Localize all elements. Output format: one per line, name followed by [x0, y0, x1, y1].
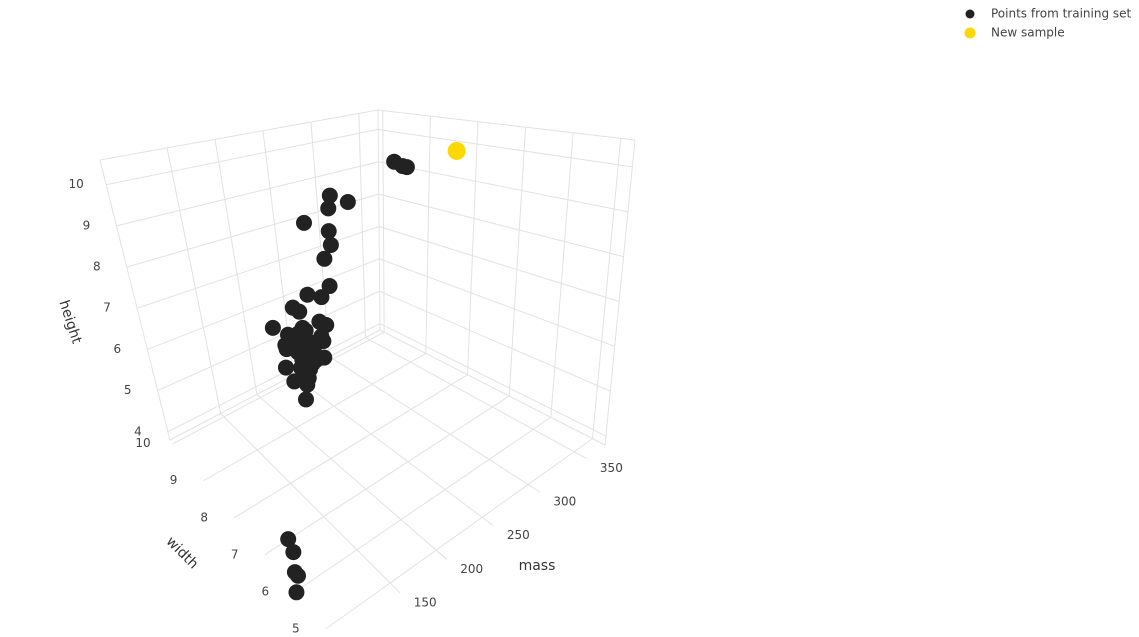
data-point: [288, 584, 305, 601]
data-point: [321, 187, 338, 204]
z-tick-label: 10: [69, 177, 84, 191]
grid-line: [379, 258, 615, 347]
x-axis-title: mass: [519, 558, 556, 574]
data-point: [299, 286, 316, 303]
data-point: [293, 359, 310, 376]
grid-line: [467, 121, 479, 375]
grid-line: [378, 128, 633, 168]
y-tick-label: 5: [292, 621, 300, 635]
data-point: [313, 289, 330, 306]
y-axis-title: width: [163, 534, 202, 573]
data-point: [322, 236, 339, 253]
x-tick-label: 250: [507, 528, 530, 542]
z-tick-label: 8: [93, 260, 101, 274]
grid-line: [294, 416, 552, 593]
grid-line: [264, 395, 510, 556]
grid-line: [378, 161, 629, 213]
z-tick-label: 9: [83, 218, 91, 232]
data-point: [316, 250, 333, 267]
y-tick-label: 9: [170, 473, 178, 487]
grid-line: [550, 132, 574, 418]
data-point: [386, 153, 403, 170]
data-point: [294, 323, 311, 340]
grid-line: [358, 113, 367, 338]
box-edge: [377, 109, 381, 331]
z-tick-label: 5: [124, 383, 132, 397]
y-tick-label: 10: [135, 436, 150, 450]
grid-line: [256, 394, 448, 560]
grid-line: [425, 116, 431, 354]
grid-line: [157, 290, 380, 392]
grid-line: [292, 375, 494, 527]
grid-line: [166, 147, 222, 414]
box-edge: [379, 329, 606, 446]
x-tick-label: 350: [600, 461, 623, 475]
x-tick-label: 150: [414, 595, 437, 609]
grid-line: [378, 225, 620, 302]
data-point: [315, 333, 332, 350]
grid-line: [136, 225, 380, 309]
data-point: [320, 223, 337, 240]
data-point: [291, 303, 308, 320]
legend-marker[interactable]: [965, 9, 975, 19]
grid-line: [233, 374, 468, 519]
legend-label[interactable]: New sample: [991, 26, 1065, 40]
z-tick-label: 6: [114, 342, 122, 356]
z-axis-title: height: [55, 298, 84, 346]
grid-line: [329, 356, 541, 493]
grid-line: [203, 352, 427, 482]
grid-line: [365, 337, 587, 459]
box-edge: [604, 139, 636, 446]
grid-line: [382, 110, 385, 333]
y-tick-label: 8: [200, 510, 208, 524]
data-point: [398, 159, 415, 176]
data-point: [320, 200, 337, 217]
data-point: [311, 313, 328, 330]
grid-line: [106, 128, 379, 186]
legend-label[interactable]: Points from training set: [991, 7, 1132, 21]
points: [264, 141, 466, 601]
z-tick-label: 4: [134, 424, 142, 438]
grid-line: [508, 127, 527, 397]
box-edge: [99, 109, 379, 161]
box-edge: [99, 159, 171, 441]
data-point: [286, 564, 303, 581]
data-point: [277, 359, 294, 376]
data-point: [280, 531, 297, 548]
data-point: [264, 319, 281, 336]
grid-line: [220, 413, 401, 594]
data-point: [285, 544, 302, 561]
grid-line: [592, 138, 622, 439]
data-point: [339, 193, 356, 210]
data-point: [447, 141, 466, 160]
grid-line: [378, 193, 624, 258]
z-tick-label: 7: [103, 301, 111, 315]
data-point: [288, 342, 305, 359]
grid-line: [172, 331, 385, 445]
grid-line: [116, 161, 379, 227]
grid: [99, 109, 636, 630]
data-point: [321, 278, 338, 295]
x-tick-label: 300: [553, 495, 576, 509]
x-tick-label: 200: [460, 562, 483, 576]
legend-marker[interactable]: [964, 27, 976, 39]
data-point: [298, 391, 315, 408]
grid-line: [325, 438, 593, 630]
grid-line: [379, 323, 607, 437]
data-point: [286, 373, 303, 390]
y-tick-label: 6: [261, 584, 269, 598]
y-tick-label: 7: [231, 547, 239, 561]
legend: Points from training set New sample: [964, 7, 1132, 40]
grid-line: [214, 139, 258, 395]
grid-line: [167, 323, 381, 433]
grid-line: [126, 193, 379, 268]
grid-line: [147, 258, 380, 350]
grid-line: [379, 290, 611, 392]
box-edge: [377, 109, 636, 141]
data-point: [295, 214, 312, 231]
box-edge: [169, 329, 381, 441]
